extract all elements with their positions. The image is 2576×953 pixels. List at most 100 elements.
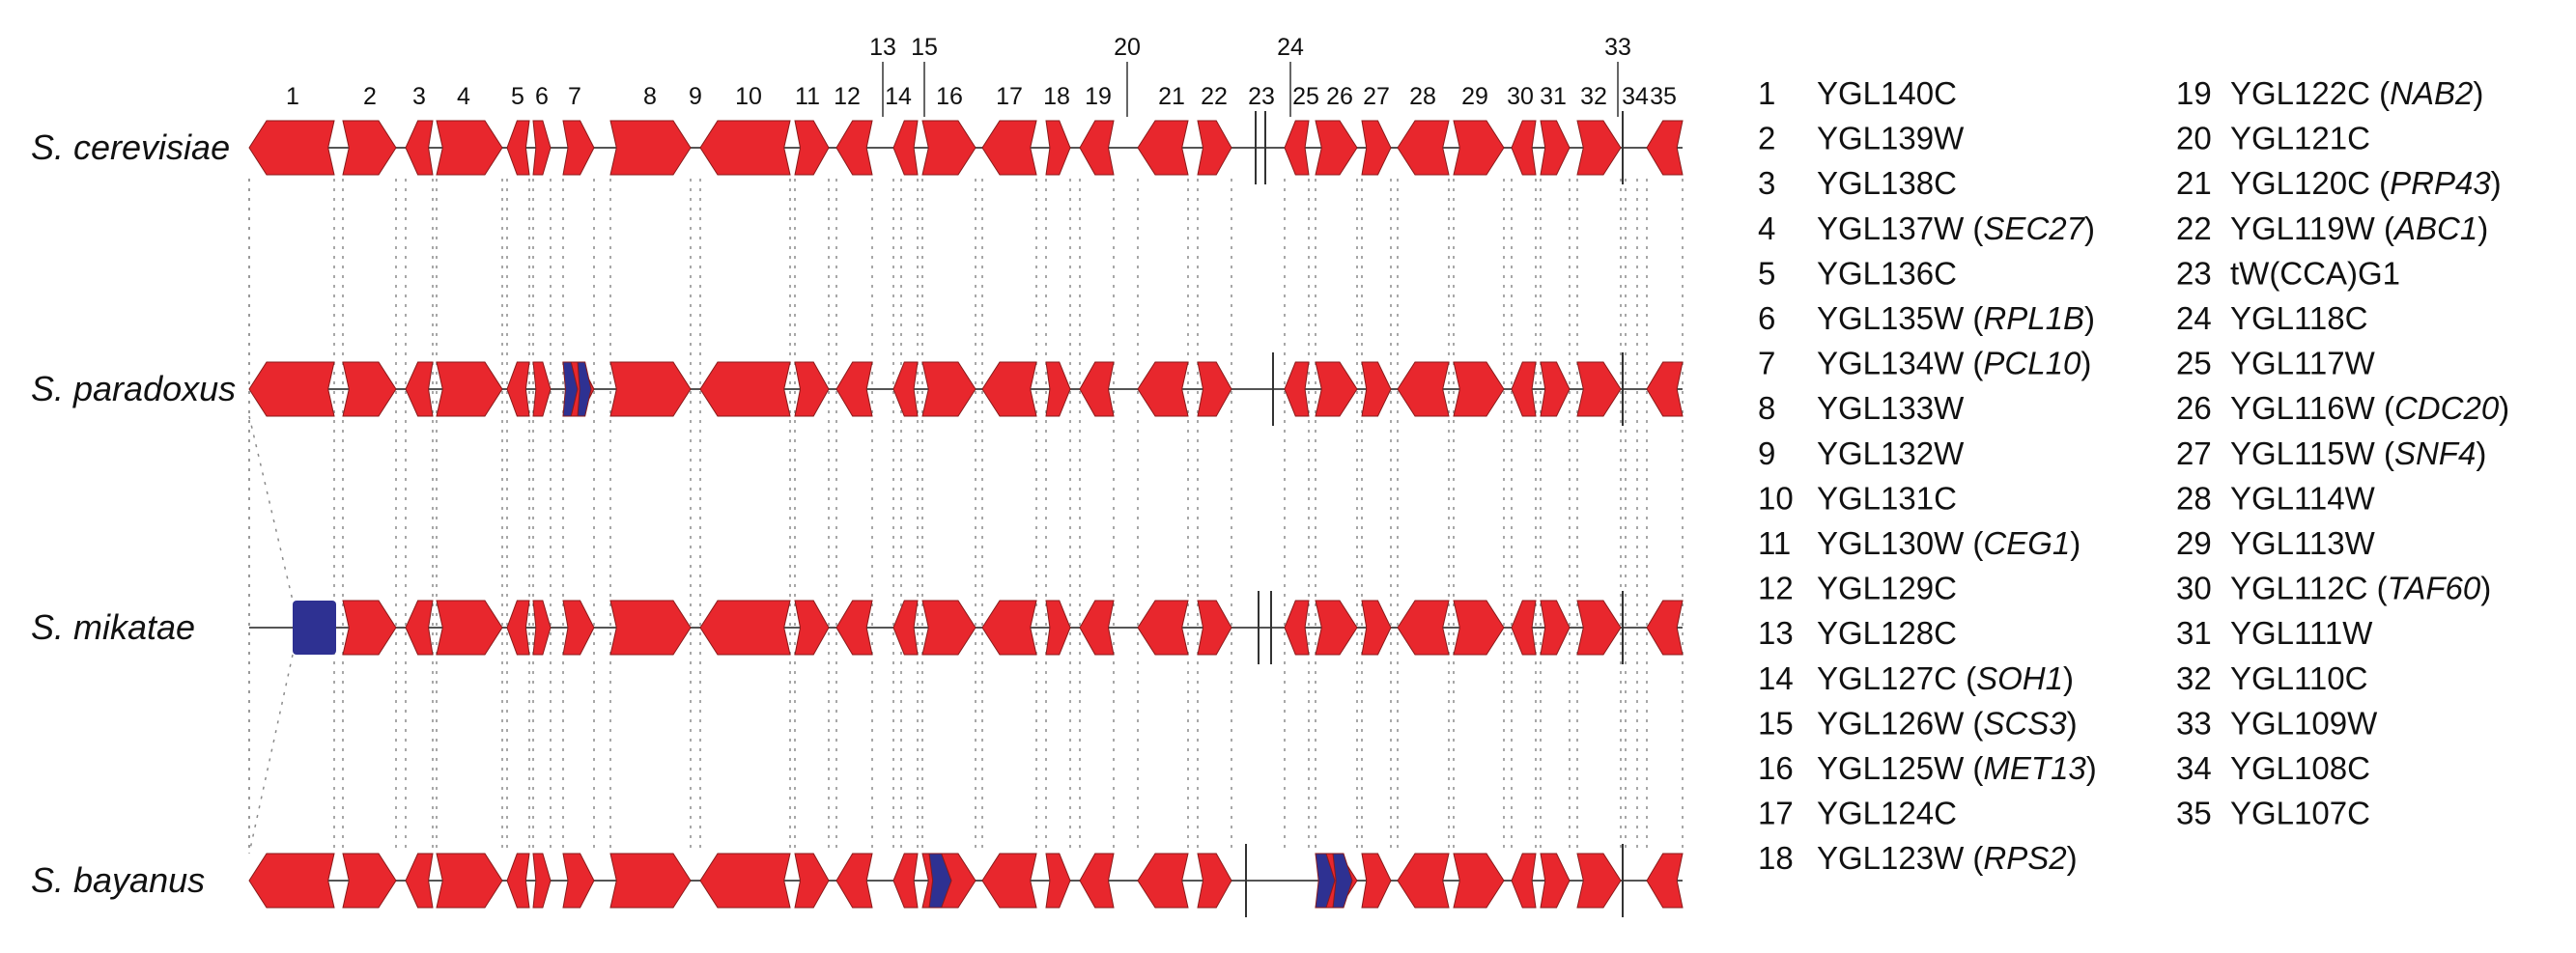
gene-17-bay <box>981 853 1037 909</box>
gene-6-par <box>532 361 552 417</box>
unique-gene-mik <box>293 601 336 655</box>
gene-6-cer <box>532 120 552 176</box>
legend-number-1: 1 <box>1758 75 1775 111</box>
gene-3-bay <box>405 853 434 909</box>
gene-number-11: 11 <box>795 83 820 110</box>
gene-number-3: 3 <box>412 83 426 110</box>
track-mik <box>249 591 1684 664</box>
species-labels: S. cerevisiae S. paradoxus S. mikatae S. ba… <box>31 127 236 900</box>
gene-number-13: 13 <box>869 34 896 61</box>
gene-number-19: 19 <box>1085 83 1112 110</box>
gene-35-mik <box>1646 600 1684 656</box>
legend-gene-16: YGL125W (MET13) <box>1817 750 2097 786</box>
gene-29-cer <box>1453 120 1505 176</box>
gene-27-mik <box>1361 600 1392 656</box>
gene-4-bay <box>436 853 503 909</box>
legend-gene-4: YGL137W (SEC27) <box>1817 210 2095 246</box>
gene-2-cer <box>342 120 397 176</box>
unique-gene-bay-a <box>928 853 952 909</box>
legend-gene-13: YGL128C <box>1817 615 1957 651</box>
gene-number-27: 27 <box>1363 83 1390 110</box>
orthology-guide <box>248 415 294 602</box>
legend-number-3: 3 <box>1758 165 1775 201</box>
gene-22-cer <box>1197 120 1232 176</box>
gene-3-mik <box>405 600 434 656</box>
gene-21-bay <box>1137 853 1189 909</box>
legend-gene-28: YGL114W <box>2230 480 2376 516</box>
gene-number-17: 17 <box>996 83 1023 110</box>
legend-number-20: 20 <box>2176 121 2212 156</box>
track-par <box>248 352 1684 426</box>
gene-8-par <box>609 361 692 417</box>
gene-3-cer <box>405 120 434 176</box>
gene-4-mik <box>436 600 503 656</box>
species-label-mik: S. mikatae <box>31 607 195 647</box>
gene-number-16: 16 <box>936 83 963 110</box>
legend-number-35: 35 <box>2176 796 2212 831</box>
gene-12-par <box>835 361 873 417</box>
gene-number-23: 23 <box>1248 83 1275 110</box>
gene-27-bay <box>1361 853 1392 909</box>
gene-number-9: 9 <box>689 83 702 110</box>
gene-21-mik <box>1137 600 1189 656</box>
orthology-guide-lines <box>248 179 1684 855</box>
gene-number-31: 31 <box>1540 83 1567 110</box>
gene-17-cer <box>981 120 1037 176</box>
legend-number-29: 29 <box>2176 525 2212 561</box>
gene-number-7: 7 <box>568 83 581 110</box>
gene-12-cer <box>835 120 873 176</box>
legend-number-10: 10 <box>1758 480 1794 516</box>
legend-gene-21: YGL120C (PRP43) <box>2230 165 2502 201</box>
legend-gene-26: YGL116W (CDC20) <box>2230 390 2509 426</box>
gene-22-par <box>1197 361 1232 417</box>
gene-21-par <box>1137 361 1189 417</box>
legend-gene-18: YGL123W (RPS2) <box>1817 840 2078 876</box>
gene-31-par <box>1540 361 1571 417</box>
gene-2-bay <box>342 853 397 909</box>
gene-5-bay <box>506 853 530 909</box>
gene-16-cer <box>921 120 977 176</box>
legend-gene-33: YGL109W <box>2230 705 2378 741</box>
legend-number-33: 33 <box>2176 705 2212 741</box>
gene-32-bay <box>1576 853 1622 909</box>
legend-gene-7: YGL134W (PCL10) <box>1817 346 2091 381</box>
legend-number-34: 34 <box>2176 750 2212 786</box>
gene-1-cer <box>248 120 335 176</box>
gene-number-21: 21 <box>1158 83 1185 110</box>
gene-28-cer <box>1397 120 1450 176</box>
gene-2-par <box>342 361 397 417</box>
legend-number-2: 2 <box>1758 121 1775 156</box>
gene-14-par <box>892 361 919 417</box>
gene-26-cer <box>1315 120 1358 176</box>
gene-26-par <box>1315 361 1358 417</box>
gene-5-cer <box>506 120 530 176</box>
gene-6-mik <box>532 600 552 656</box>
legend-number-24: 24 <box>2176 300 2212 336</box>
gene-7-bay <box>562 853 595 909</box>
legend-gene-31: YGL111W <box>2230 615 2373 651</box>
track-cer <box>248 111 1684 184</box>
gene-30-par <box>1511 361 1537 417</box>
legend-number-30: 30 <box>2176 571 2212 606</box>
legend-number-32: 32 <box>2176 660 2212 696</box>
legend-gene-32: YGL110C <box>2230 660 2367 696</box>
legend-number-5: 5 <box>1758 255 1775 291</box>
legend-gene-15: YGL126W (SCS3) <box>1817 705 2078 741</box>
gene-35-par <box>1646 361 1684 417</box>
gene-7-mik <box>562 600 595 656</box>
unique-gene-par-b <box>577 361 592 417</box>
gene-number-18: 18 <box>1043 83 1070 110</box>
gene-18-cer <box>1045 120 1071 176</box>
legend-number-27: 27 <box>2176 435 2212 471</box>
species-label-bay: S. bayanus <box>31 860 205 900</box>
gene-29-bay <box>1453 853 1505 909</box>
legend-number-6: 6 <box>1758 300 1775 336</box>
gene-1-bay <box>248 853 335 909</box>
gene-number-29: 29 <box>1461 83 1488 110</box>
gene-19-bay <box>1079 853 1115 909</box>
gene-number-35: 35 <box>1650 83 1677 110</box>
gene-number-33: 33 <box>1604 34 1631 61</box>
gene-17-mik <box>981 600 1037 656</box>
gene-number-1: 1 <box>286 83 299 110</box>
gene-29-mik <box>1453 600 1505 656</box>
